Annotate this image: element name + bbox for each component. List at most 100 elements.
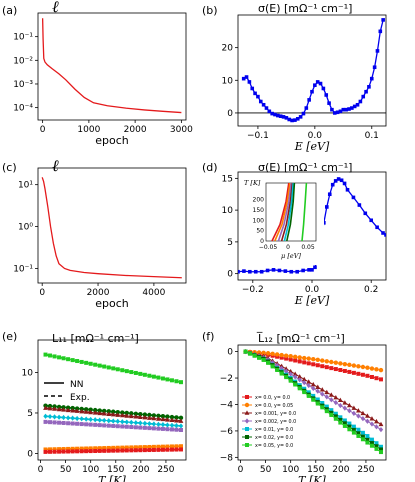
x-axis-label: E [eV] [294,140,330,153]
data-point [43,419,48,424]
inset-curve [271,182,290,242]
data-point [324,404,329,409]
panel-label: (a) [2,4,17,17]
data-point [301,268,305,273]
data-point [293,118,297,122]
panel-label: (c) [2,161,17,174]
legend-label: x= 0.0, y= 0.0 [255,395,290,401]
data-point [160,376,165,381]
data-point [178,380,183,385]
data-point [311,357,316,362]
data-point [342,361,348,367]
data-point [106,445,111,450]
data-point [256,350,262,355]
plot-area [243,349,384,455]
data-point [324,359,329,364]
x-tick-label: 0.0 [308,131,323,141]
data-point [342,418,347,423]
inset-background [240,175,324,265]
data-point [84,449,89,454]
data-point [160,414,166,419]
data-point [178,447,183,452]
data-point [352,104,357,109]
data-point [57,355,62,360]
inset-y-tick-label: 100 [253,217,265,224]
panel-label: (d) [202,161,218,174]
data-point [138,448,143,453]
data-point [347,424,352,429]
data-point [115,367,120,372]
data-point [43,405,48,410]
data-point [75,359,80,364]
plot-frame [237,344,387,461]
data-point [111,418,116,424]
panel-title: ℓ [52,156,59,175]
data-point [287,117,292,122]
data-point [338,402,343,409]
inset-curve [274,182,291,242]
plot-frame [37,339,187,461]
data-point [66,357,71,362]
data-point [338,109,343,114]
data-point [329,359,334,365]
series-5 [43,444,183,452]
data-point [88,361,93,366]
data-point [365,440,370,445]
data-point [70,415,75,421]
data-point [374,367,379,372]
data-point [347,107,351,111]
data-point [57,447,62,452]
inset-x-tick-label: −0.05 [259,244,278,251]
data-point [310,89,314,94]
data-point [106,365,111,370]
data-point [52,447,57,452]
data-point [74,408,80,413]
data-point [43,352,48,357]
x-tick-label: 250 [357,465,374,475]
data-point [333,416,338,421]
data-point [120,445,125,450]
inset-y-tick-label: 200 [253,197,265,204]
data-point [115,448,120,453]
data-point [106,448,111,453]
data-point [360,372,365,377]
data-point [74,406,80,411]
data-point [248,269,252,274]
y-tick-label: 10⁻² [13,56,33,66]
data-point [165,414,170,419]
data-point [363,211,368,216]
data-point [369,416,375,421]
data-point [338,420,343,425]
data-point [174,427,179,432]
data-point [378,367,384,373]
data-point [88,422,93,427]
x-tick-label: 200 [132,465,149,475]
inset-y-tick-label: 50 [256,228,264,235]
y-tick-label: −8 [220,453,234,463]
data-point [374,424,379,430]
data-point [365,365,370,370]
data-point [120,448,125,453]
data-point [351,424,356,429]
data-point [57,449,62,454]
data-point [311,385,316,391]
data-point [318,81,323,86]
data-point [115,424,120,429]
data-point [347,369,352,374]
data-point [360,430,365,435]
data-point [253,91,257,96]
data-point [178,428,183,432]
data-point [347,421,352,426]
data-point [342,181,347,186]
data-point [298,115,303,119]
data-point [88,409,94,415]
data-point [342,405,348,411]
data-point [165,422,170,428]
legend-marker [245,427,249,431]
data-point [283,269,288,273]
data-point [66,446,71,451]
data-point [97,446,102,451]
data-point [156,413,161,419]
data-point [124,419,129,425]
